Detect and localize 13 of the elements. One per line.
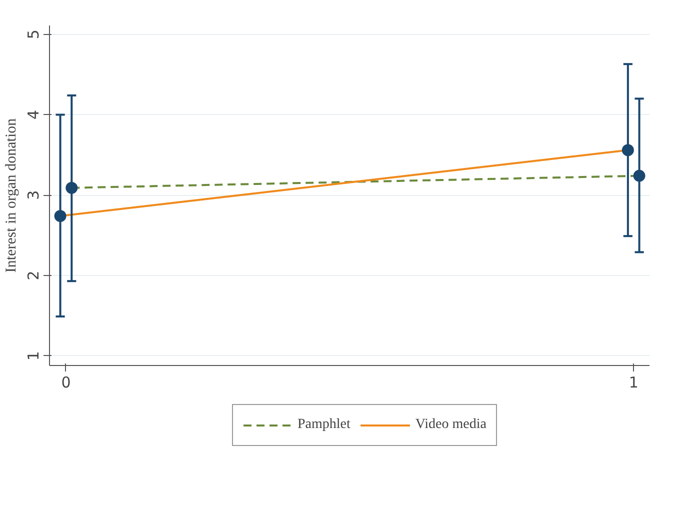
y-tick-label: 5 [24, 30, 42, 40]
x-tick-label: 0 [61, 374, 71, 392]
y-tick-label: 1 [24, 351, 42, 361]
y-tick-label: 2 [24, 270, 42, 280]
point [66, 182, 78, 194]
legend-label: Pamphlet [298, 417, 350, 433]
y-tick-label: 3 [24, 190, 42, 200]
y-axis-title: Interest in organ donation [4, 118, 20, 273]
legend-label: Video media [415, 417, 486, 433]
point [54, 210, 66, 222]
point [633, 170, 646, 182]
point [622, 144, 634, 156]
y-tick-label: 4 [24, 110, 42, 120]
